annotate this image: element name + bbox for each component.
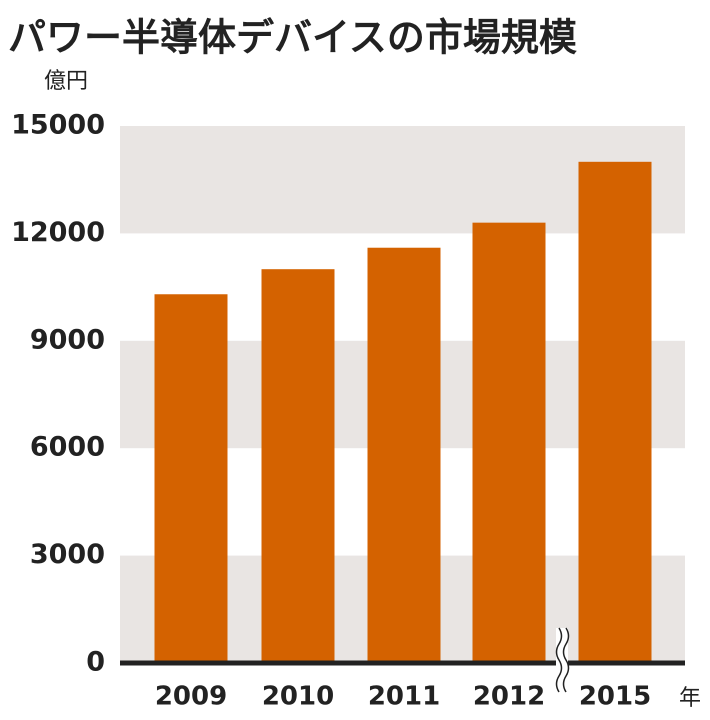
bar <box>154 294 228 663</box>
y-axis-label: 億円 <box>44 69 88 94</box>
plot <box>154 161 652 664</box>
axis-break <box>562 627 570 693</box>
x-tick-label: 2011 <box>368 682 440 712</box>
y-tick-label: 0 <box>86 647 105 678</box>
x-tick-label: 2010 <box>262 682 334 712</box>
x-tick-label: 2012 <box>473 682 545 712</box>
x-tick-label: 2015 <box>579 682 651 712</box>
y-tick-label: 12000 <box>11 217 105 248</box>
y-tick-label: 6000 <box>30 432 105 463</box>
bar <box>472 222 546 663</box>
y-tick-label: 3000 <box>30 539 105 570</box>
x-tick-label: 2009 <box>155 682 227 712</box>
y-tick-label: 9000 <box>30 324 105 355</box>
bar <box>367 247 441 663</box>
y-tick-label: 15000 <box>11 110 105 141</box>
axis-break <box>555 627 563 693</box>
x-axis-label: 年 <box>679 686 701 711</box>
chart-title: パワー半導体デバイスの市場規模 <box>8 16 577 60</box>
bar <box>578 161 652 664</box>
bar <box>261 269 335 663</box>
